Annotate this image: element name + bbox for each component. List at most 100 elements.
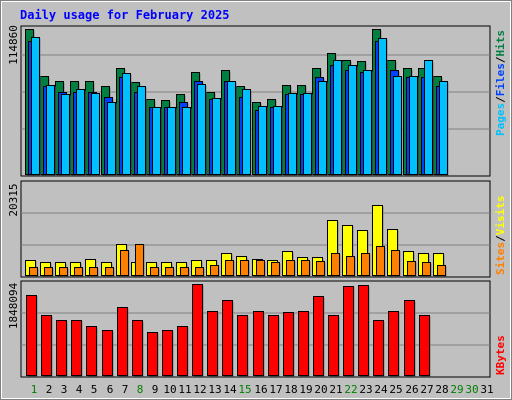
pages-bar <box>424 60 433 175</box>
traffic-ymax-label: 114860 <box>7 25 20 65</box>
sites-bar <box>120 250 129 276</box>
x-tick-label: 12 <box>193 383 206 396</box>
sites-bar <box>271 262 280 276</box>
legend-sites: Sites <box>494 242 507 275</box>
pages-bar <box>333 60 342 175</box>
legend-hits: Hits <box>494 30 507 57</box>
kbytes-bar <box>147 332 158 376</box>
x-tick-label: 21 <box>329 383 342 396</box>
sites-bar <box>74 267 83 276</box>
pages-bar <box>46 85 55 175</box>
pages-bar <box>273 106 282 175</box>
kbytes-bar <box>373 320 384 376</box>
sites-bar <box>29 267 38 276</box>
sites-bar <box>210 265 219 276</box>
pages-bar <box>318 81 327 175</box>
x-tick-label: 11 <box>178 383 191 396</box>
x-tick-label: 17 <box>269 383 282 396</box>
legend-visits: Visits <box>494 196 507 236</box>
pages-bar <box>182 107 191 175</box>
x-tick-label: 15 <box>238 383 251 396</box>
x-tick-label: 7 <box>122 383 129 396</box>
sites-bar <box>346 256 355 276</box>
sites-bar <box>361 253 370 276</box>
kbytes-bar <box>26 295 37 376</box>
kbytes-bar <box>358 285 369 376</box>
kbytes-bar <box>41 315 52 376</box>
pages-bar <box>363 70 372 175</box>
traffic-legend: Pages/Files/Hits <box>494 30 507 136</box>
sites-bar <box>240 260 249 276</box>
pages-bar <box>212 98 221 175</box>
sites-bar <box>301 260 310 276</box>
kbytes-bar <box>207 311 218 376</box>
kbytes-bar <box>222 300 233 376</box>
sites-bar <box>286 260 295 276</box>
kbytes-bar <box>313 296 324 376</box>
legend-separator: / <box>494 235 507 242</box>
sites-bar <box>256 260 265 276</box>
pages-bar <box>61 94 70 175</box>
kbytes-bar <box>328 315 339 376</box>
pages-bar <box>137 86 146 175</box>
volume-bars <box>26 284 431 377</box>
visitors-legend: Sites/Visits <box>494 196 507 276</box>
pages-bar <box>393 76 402 175</box>
kbytes-bar <box>268 315 279 376</box>
pages-bar <box>227 81 236 175</box>
x-tick-label: 29 <box>450 383 463 396</box>
x-tick-label: 25 <box>389 383 402 396</box>
pages-bar <box>439 81 448 175</box>
x-tick-label: 16 <box>254 383 267 396</box>
kbytes-bar <box>283 312 294 376</box>
pages-bar <box>197 84 206 175</box>
x-tick-label: 22 <box>344 383 357 396</box>
kbytes-bar <box>102 330 113 376</box>
kbytes-bar <box>419 315 430 376</box>
x-tick-label: 27 <box>420 383 433 396</box>
legend-pages: Pages <box>494 103 507 136</box>
pages-bar <box>152 107 161 175</box>
pages-bar <box>122 73 131 175</box>
x-tick-label: 24 <box>374 383 388 396</box>
traffic-bars <box>25 29 449 176</box>
sites-bar <box>407 261 416 276</box>
x-tick-label: 9 <box>152 383 159 396</box>
x-tick-label: 5 <box>91 383 98 396</box>
visitors-bars <box>25 205 447 277</box>
kbytes-bar <box>404 300 415 376</box>
legend-separator: / <box>494 56 507 63</box>
x-tick-label: 3 <box>61 383 68 396</box>
x-tick-label: 31 <box>480 383 493 396</box>
x-tick-label: 8 <box>137 383 144 396</box>
pages-bar <box>288 93 297 175</box>
x-tick-label: 28 <box>435 383 448 396</box>
kbytes-bar <box>298 311 309 376</box>
kbytes-bar <box>253 311 264 376</box>
chart-title: Daily usage for February 2025 <box>20 8 230 22</box>
kbytes-bar <box>177 326 188 376</box>
legend-kbytes: KBytes <box>494 335 507 375</box>
kbytes-bar <box>132 320 143 376</box>
legend-files: Files <box>494 63 507 96</box>
sites-bar <box>225 260 234 276</box>
sites-bar <box>331 253 340 276</box>
x-tick-label: 14 <box>223 383 237 396</box>
x-tick-label: 20 <box>314 383 327 396</box>
sites-bar <box>135 244 144 276</box>
sites-bar <box>180 267 189 276</box>
pages-bar <box>91 93 100 175</box>
sites-bar <box>391 250 400 276</box>
x-tick-label: 30 <box>465 383 478 396</box>
x-tick-label: 1 <box>31 383 38 396</box>
sites-bar <box>105 267 114 276</box>
pages-bar <box>167 107 176 175</box>
visitors-gridlines <box>21 212 490 246</box>
pages-bar <box>378 38 387 175</box>
pages-bar <box>258 106 267 175</box>
x-tick-label: 23 <box>359 383 372 396</box>
pages-bar <box>303 93 312 175</box>
kbytes-bar <box>192 284 203 376</box>
sites-bar <box>44 267 53 276</box>
visitors-ymax-label: 20315 <box>7 183 20 216</box>
